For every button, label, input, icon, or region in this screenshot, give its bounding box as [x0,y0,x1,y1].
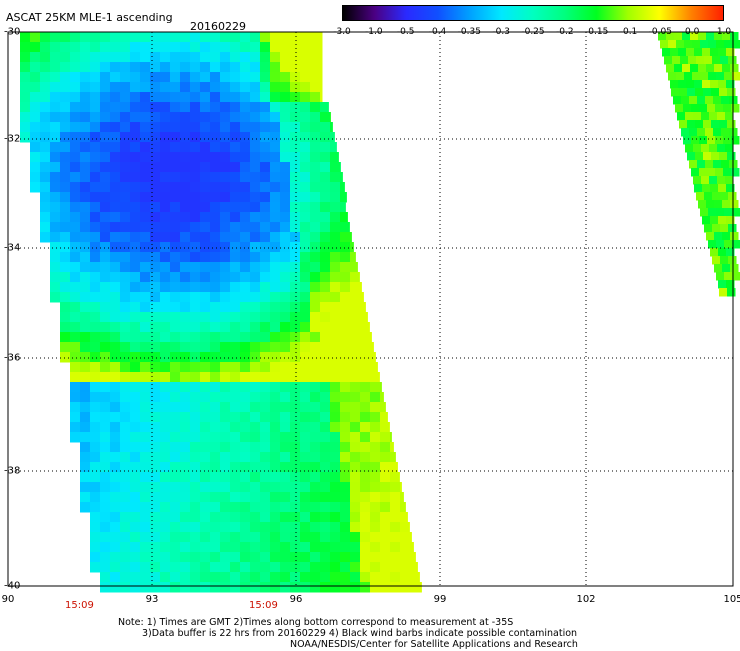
x-tick-label: 96 [289,594,303,605]
x-tick-label: 99 [433,594,447,605]
y-tick-label: -32 [4,133,21,145]
plot-title: ASCAT 25KM MLE-1 ascending [6,11,173,24]
colorbar-tick-label: -0.1 [619,27,638,37]
x-tick-label: 90 [1,594,15,605]
colorbar-tick-label: -1.0 [365,27,383,37]
y-tick-label: -38 [4,465,21,477]
plot-date: 20160229 [190,20,246,33]
colorbar-tick-label: -0.35 [457,27,481,37]
y-tick-label: -40 [4,580,21,592]
colorbar-tick-label: -0.5 [396,27,415,37]
note-line-2: 3)Data buffer is 22 hrs from 20160229 4)… [142,628,578,639]
plot-frame [7,31,734,587]
note-line-1: Note: 1) Times are GMT 2)Times along bot… [118,617,514,628]
time-label-1: 15:09 [65,600,94,611]
colorbar [342,5,724,21]
y-tick-label: -36 [4,352,21,364]
x-tick-label: 93 [145,594,159,605]
colorbar-tick-label: -0.05 [648,27,672,37]
colorbar-tick-label: -3.0 [333,27,351,37]
x-tick-label: 105 [723,594,740,605]
colorbar-tick-label: -0.25 [521,27,545,37]
colorbar-tick-label: -0.15 [585,27,609,37]
colorbar-tick-label: -0.4 [428,27,447,37]
y-tick-label: -34 [4,242,21,254]
x-tick-label: 102 [576,594,596,605]
swath-layer [20,32,740,593]
colorbar-tick-label: 1.0 [716,27,732,37]
colorbar-tick-label: 0.0 [684,27,700,37]
time-label-2: 15:09 [249,600,278,611]
colorbar-tick-label: -0.3 [492,27,510,37]
note-line-3: NOAA/NESDIS/Center for Satellite Applica… [290,639,578,650]
y-tick-label: -30 [4,26,21,38]
colorbar-tick-label: -0.2 [556,27,574,37]
grid-layer [8,32,733,586]
